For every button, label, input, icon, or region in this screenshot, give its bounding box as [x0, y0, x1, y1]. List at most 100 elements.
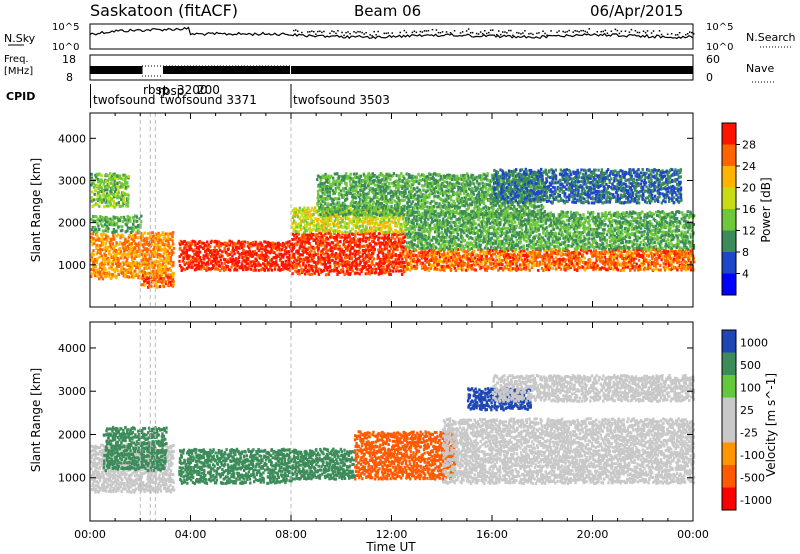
data-cell [126, 181, 128, 184]
noise-dot [331, 30, 333, 32]
data-cell [178, 260, 180, 263]
data-cell [227, 247, 229, 250]
data-cell [203, 254, 205, 257]
data-cell [416, 263, 418, 266]
noise-dot [651, 32, 653, 34]
data-cell [115, 250, 117, 253]
data-cell [97, 225, 99, 228]
data-cell [316, 178, 318, 181]
data-cell [542, 205, 544, 208]
data-cell [355, 253, 357, 256]
noise-dot [442, 31, 444, 32]
data-cell [328, 203, 330, 206]
data-cell [96, 275, 98, 278]
data-cell [281, 248, 283, 251]
data-cell [375, 271, 377, 274]
data-cell [99, 198, 101, 201]
data-cell [359, 255, 361, 258]
data-cell [370, 227, 372, 230]
noise-dot [468, 28, 470, 30]
data-cell [250, 260, 252, 263]
noise-dot [335, 33, 337, 35]
data-cell [398, 270, 400, 273]
data-cell [141, 253, 143, 256]
data-cell [415, 203, 417, 206]
noise-dot [502, 31, 504, 33]
data-cell [312, 213, 314, 216]
data-cell [323, 269, 325, 272]
station-title: Saskatoon (fitACF) [90, 1, 238, 20]
noise-dot [556, 32, 558, 33]
data-cell [99, 252, 101, 255]
data-cell [416, 255, 418, 258]
data-cell [497, 208, 499, 211]
data-cell [113, 202, 115, 205]
data-cell [451, 178, 453, 181]
data-cell [352, 269, 354, 272]
data-cell [465, 190, 467, 193]
data-cell [472, 182, 474, 185]
data-cell [224, 247, 226, 250]
data-cell [450, 268, 452, 271]
noise-dot [450, 32, 452, 34]
data-cell [122, 235, 124, 238]
noise-dot [482, 33, 484, 35]
data-cell [103, 258, 105, 261]
data-cell [203, 247, 205, 250]
data-cell [438, 188, 440, 191]
data-cell [324, 260, 326, 263]
data-cell [380, 265, 382, 268]
data-cell [397, 206, 399, 209]
data-cell [300, 228, 302, 231]
data-cell [389, 223, 391, 226]
data-cell [172, 251, 174, 254]
data-cell [274, 243, 276, 246]
data-cell [341, 175, 343, 178]
data-cell [298, 273, 300, 276]
data-cell [325, 263, 327, 266]
data-cell [105, 254, 107, 257]
noise-dot [585, 31, 587, 33]
data-cell [408, 184, 410, 187]
noise-dot [486, 33, 488, 35]
data-cell [407, 252, 409, 255]
data-cell [97, 187, 99, 190]
power-heatmap-data [90, 113, 695, 307]
data-cell [313, 247, 315, 250]
data-cell [359, 240, 361, 243]
noise-dot [538, 32, 540, 34]
data-cell [337, 262, 339, 265]
data-cell [347, 226, 349, 229]
data-cell [296, 236, 298, 239]
data-cell [327, 194, 329, 197]
noise-dot [580, 30, 582, 32]
data-cell [332, 242, 334, 245]
data-cell [113, 231, 115, 234]
noise-dot [392, 32, 394, 34]
noise-dot [337, 30, 339, 32]
data-cell [438, 263, 440, 266]
data-cell [210, 240, 212, 243]
data-cell [252, 241, 254, 244]
noise-dot [361, 32, 363, 34]
data-cell [231, 255, 233, 258]
data-cell [402, 230, 404, 233]
data-cell [200, 246, 202, 249]
noise-dot [621, 31, 623, 32]
data-cell [133, 239, 135, 242]
noise-dot [498, 30, 500, 32]
data-cell [375, 203, 377, 206]
data-cell [396, 236, 398, 239]
data-cell [369, 179, 371, 182]
data-cell [312, 228, 314, 231]
data-cell [102, 241, 104, 244]
data-cell [373, 201, 375, 204]
data-cell [325, 273, 327, 276]
data-cell [336, 172, 338, 175]
data-cell [437, 183, 439, 186]
data-cell [253, 261, 255, 264]
data-cell [392, 231, 394, 234]
noise-dot [359, 31, 361, 32]
data-cell [338, 201, 340, 204]
